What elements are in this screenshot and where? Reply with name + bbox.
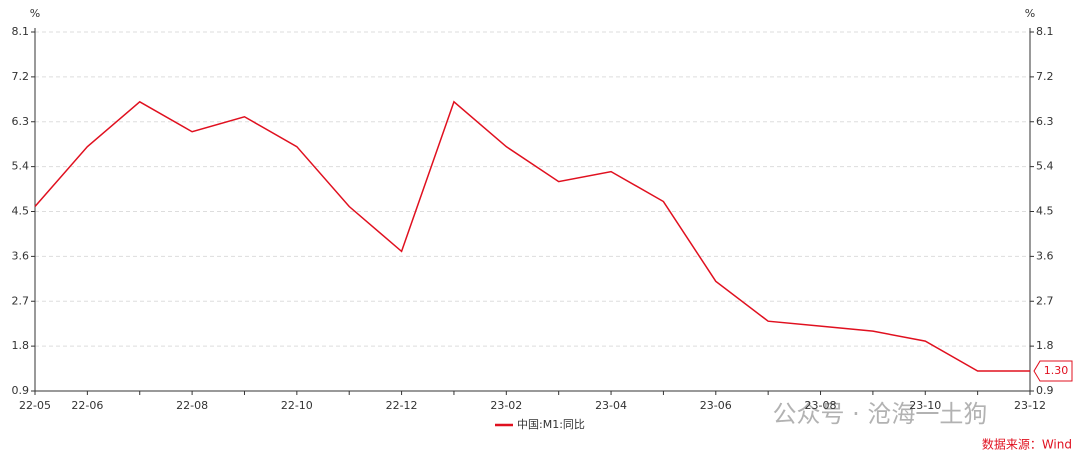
y-tick-label: 3.6: [12, 249, 30, 262]
y2-tick-label: 2.7: [1036, 294, 1054, 307]
x-tick-label: 22-05: [19, 399, 51, 412]
y2-tick-label: 3.6: [1036, 249, 1054, 262]
source: 数据来源：Wind: [982, 437, 1072, 452]
watermark: 公众号 · 沧海一土狗: [773, 400, 988, 428]
y-tick-label: 0.9: [12, 384, 30, 397]
x-tick-label: 22-06: [71, 399, 103, 412]
legend-label: 中国:M1:同比: [517, 418, 585, 431]
y-tick-label: 8.1: [12, 25, 30, 38]
y-tick-label: 2.7: [12, 294, 30, 307]
y2-tick-label: 6.3: [1036, 115, 1054, 128]
x-tick-label: 22-08: [176, 399, 208, 412]
y2-tick-label: 0.9: [1036, 384, 1054, 397]
x-tick-label: 23-08: [805, 399, 837, 412]
y-tick-label: 7.2: [12, 70, 30, 83]
y2-tick-label: 5.4: [1036, 160, 1054, 173]
y-tick-label: 1.8: [12, 339, 30, 352]
y2-unit: %: [1025, 7, 1035, 20]
x-tick-label: 23-04: [595, 399, 627, 412]
x-tick-label: 22-10: [281, 399, 313, 412]
y2-tick-label: 8.1: [1036, 25, 1054, 38]
y2-tick-label: 4.5: [1036, 205, 1054, 218]
y-tick-label: 6.3: [12, 115, 30, 128]
value-label-box: [1033, 360, 1073, 382]
value-label: 1.30: [1044, 364, 1069, 377]
y-unit: %: [30, 7, 40, 20]
line: [34, 100, 1030, 372]
y2-tick-label: 7.2: [1036, 70, 1054, 83]
x-tick-label: 23-02: [490, 399, 522, 412]
y2-tick-label: 1.8: [1036, 339, 1054, 352]
x-tick-label: 23-06: [700, 399, 732, 412]
y-tick-label: 4.5: [12, 205, 30, 218]
x-tick-label: 23-12: [1014, 399, 1046, 412]
x-tick-label: 22-12: [386, 399, 418, 412]
y-tick-label: 5.4: [12, 160, 30, 173]
x-tick-label: 23-10: [909, 399, 941, 412]
